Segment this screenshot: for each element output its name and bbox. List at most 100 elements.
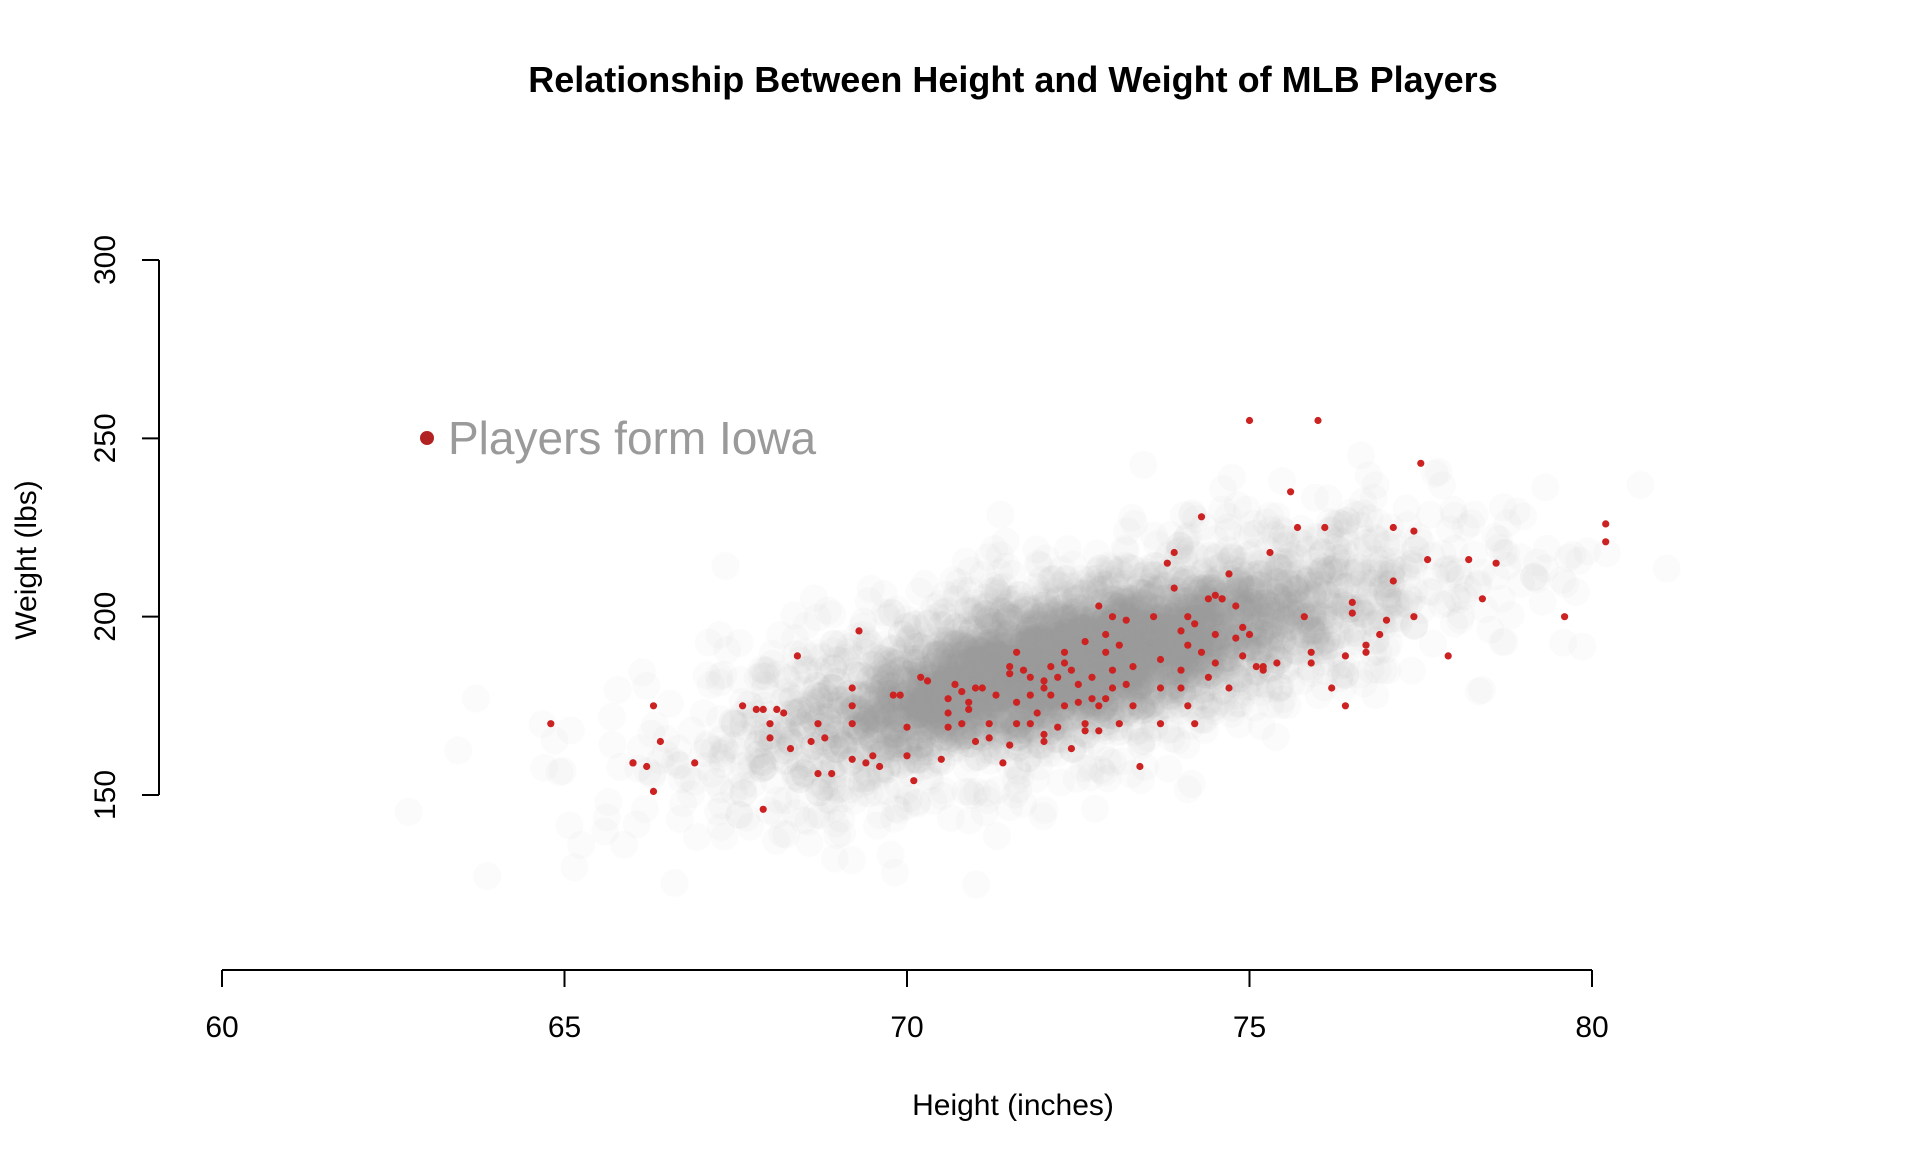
background-point bbox=[956, 629, 985, 658]
background-point bbox=[943, 579, 972, 608]
background-point bbox=[1242, 519, 1271, 548]
background-point bbox=[972, 779, 1001, 808]
background-point bbox=[1044, 586, 1073, 615]
highlight-point bbox=[1040, 730, 1048, 739]
background-point bbox=[1274, 585, 1303, 614]
background-point bbox=[1143, 601, 1172, 629]
background-point bbox=[1062, 630, 1090, 659]
background-point bbox=[980, 624, 1008, 653]
background-point bbox=[858, 699, 887, 728]
background-point bbox=[1045, 583, 1074, 612]
background-point bbox=[1127, 731, 1156, 760]
background-point bbox=[1048, 683, 1077, 711]
background-point bbox=[1121, 635, 1149, 663]
background-point bbox=[996, 609, 1025, 638]
highlight-point bbox=[1095, 727, 1103, 735]
background-point bbox=[1044, 613, 1073, 642]
background-point bbox=[991, 607, 1020, 636]
background-point bbox=[1267, 524, 1296, 553]
background-point bbox=[814, 663, 843, 692]
background-point bbox=[1421, 562, 1450, 591]
background-point bbox=[1379, 588, 1408, 617]
background-point bbox=[1317, 516, 1346, 545]
background-point bbox=[904, 636, 932, 665]
highlight-point bbox=[869, 752, 877, 760]
background-point bbox=[939, 728, 968, 757]
background-point bbox=[848, 764, 877, 793]
background-point bbox=[1249, 635, 1278, 663]
background-point bbox=[1273, 560, 1302, 589]
background-point bbox=[1319, 648, 1348, 677]
background-point bbox=[1382, 590, 1410, 619]
background-point bbox=[959, 630, 988, 659]
background-point bbox=[842, 622, 871, 651]
background-point bbox=[729, 700, 758, 729]
background-point bbox=[1277, 612, 1306, 641]
background-point bbox=[1051, 621, 1080, 650]
highlight-point bbox=[1191, 720, 1199, 728]
background-point bbox=[1268, 547, 1297, 576]
background-point bbox=[1027, 634, 1056, 663]
highlight-point bbox=[937, 755, 945, 763]
highlight-point bbox=[1108, 684, 1117, 692]
background-point bbox=[880, 700, 909, 729]
background-point bbox=[849, 621, 878, 650]
highlight-point bbox=[656, 737, 665, 746]
background-point bbox=[1467, 558, 1496, 587]
background-point bbox=[1201, 599, 1230, 628]
background-point bbox=[1488, 627, 1517, 656]
background-point bbox=[970, 599, 999, 628]
background-point bbox=[956, 635, 985, 664]
background-point bbox=[1118, 503, 1146, 532]
background-point bbox=[1047, 629, 1076, 658]
background-point bbox=[923, 648, 952, 677]
background-point bbox=[1106, 656, 1134, 685]
background-point bbox=[1300, 547, 1329, 576]
background-point bbox=[1592, 539, 1621, 568]
background-point bbox=[1030, 796, 1059, 824]
background-point bbox=[863, 811, 892, 840]
background-point bbox=[1090, 570, 1119, 599]
background-point bbox=[1116, 667, 1144, 695]
highlight-point bbox=[1417, 459, 1425, 467]
background-point bbox=[852, 632, 881, 661]
background-point bbox=[1157, 676, 1186, 704]
background-point bbox=[783, 659, 811, 688]
background-point bbox=[1256, 690, 1285, 719]
background-point bbox=[1059, 638, 1088, 667]
highlight-point bbox=[1047, 691, 1055, 699]
background-point bbox=[1281, 588, 1310, 617]
background-point bbox=[1136, 632, 1165, 661]
background-point bbox=[1384, 556, 1413, 585]
background-point bbox=[1009, 624, 1038, 653]
background-point bbox=[885, 644, 913, 673]
background-point bbox=[766, 621, 795, 649]
background-point bbox=[1008, 610, 1037, 639]
highlight-point bbox=[1300, 613, 1308, 621]
background-point bbox=[810, 772, 839, 801]
highlight-point bbox=[1013, 698, 1021, 706]
background-point bbox=[928, 646, 957, 675]
background-point bbox=[1244, 587, 1273, 615]
background-point bbox=[1033, 629, 1062, 658]
background-point bbox=[1243, 592, 1272, 621]
background-point bbox=[852, 681, 881, 710]
background-point bbox=[898, 645, 927, 674]
background-point bbox=[984, 634, 1013, 663]
background-point bbox=[1108, 617, 1137, 646]
background-point bbox=[1127, 727, 1156, 756]
highlight-point bbox=[1019, 666, 1028, 674]
background-point bbox=[1180, 541, 1209, 569]
background-point bbox=[1246, 619, 1275, 648]
background-point bbox=[902, 789, 931, 818]
background-point bbox=[1081, 623, 1110, 652]
background-point bbox=[1138, 617, 1167, 646]
background-point bbox=[1040, 682, 1069, 711]
background-point bbox=[1130, 617, 1159, 646]
background-point bbox=[1306, 570, 1335, 599]
highlight-point bbox=[944, 695, 952, 703]
background-point bbox=[796, 746, 825, 774]
background-point bbox=[995, 585, 1024, 614]
background-point bbox=[1076, 565, 1105, 594]
background-point bbox=[979, 657, 1008, 686]
